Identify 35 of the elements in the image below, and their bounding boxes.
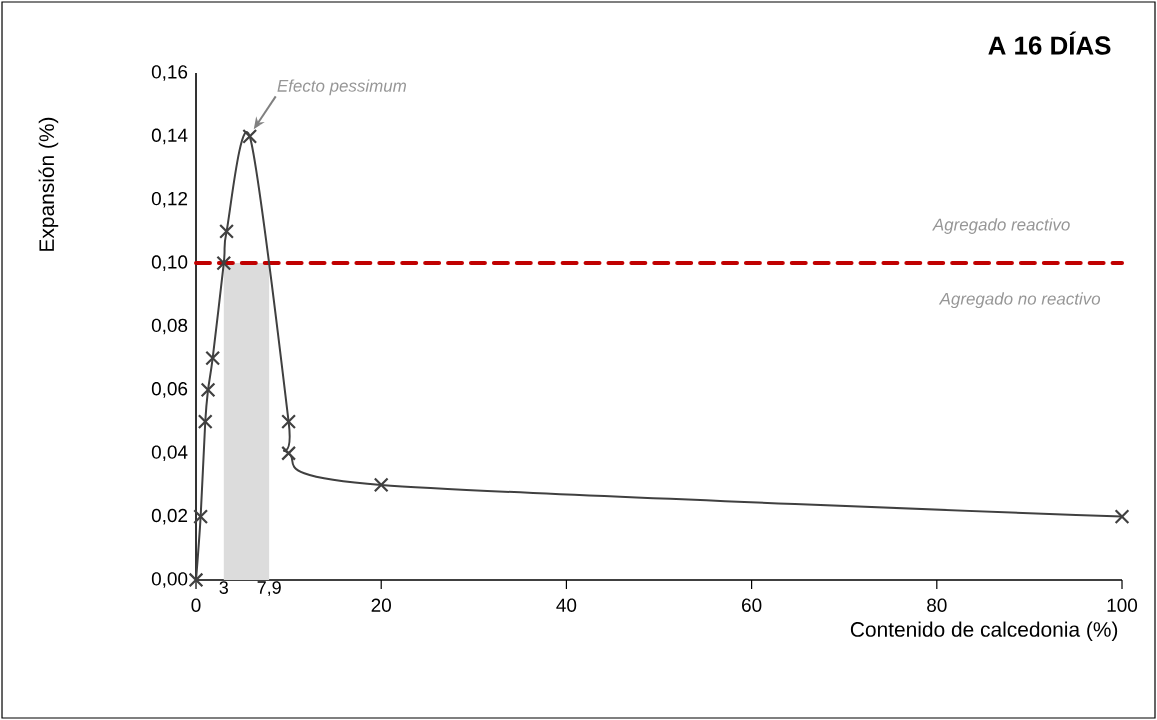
x-tick-label: 20	[371, 598, 391, 612]
point	[205, 350, 221, 366]
x-tick-label: 100	[1107, 598, 1138, 612]
point	[200, 382, 216, 398]
point	[219, 223, 235, 239]
point	[242, 128, 258, 144]
point	[281, 414, 297, 430]
y-tick-label: 0,06	[151, 382, 188, 398]
point	[216, 255, 232, 271]
y-tick-label: 0,04	[151, 445, 188, 462]
point	[281, 445, 297, 461]
y-tick-label: 0,00	[151, 572, 188, 588]
y-tick-label: 0,10	[151, 255, 188, 271]
y-tick-label: 0,02	[151, 508, 188, 525]
y-axis-title: Expansión (%)	[38, 117, 59, 251]
x-tick-label: 40	[556, 598, 577, 612]
annotation: Agregado reactivo	[932, 218, 1070, 234]
x-axis-title: Contenido de calcedonia (%)	[850, 621, 1118, 641]
point	[188, 572, 204, 588]
y-tick-label: 0,08	[151, 318, 188, 335]
annotation: 7,9	[257, 581, 281, 596]
x-tick-label: 0	[191, 598, 201, 612]
point	[197, 414, 213, 430]
x-tick-label: 80	[927, 598, 947, 612]
y-tick-label: 0,12	[151, 191, 188, 208]
point	[1114, 509, 1130, 525]
x-tick-label: 60	[742, 598, 762, 612]
y-tick-label: 0,14	[151, 128, 188, 145]
y-tick-label: 0,16	[151, 65, 188, 81]
annotation: 3	[219, 581, 228, 594]
annotation: Agregado no reactivo	[938, 292, 1101, 309]
annotation: Efecto pessimum	[277, 79, 406, 96]
point	[373, 477, 389, 493]
point	[193, 509, 209, 525]
chart-title: A 16 DÍAS	[988, 31, 1111, 55]
